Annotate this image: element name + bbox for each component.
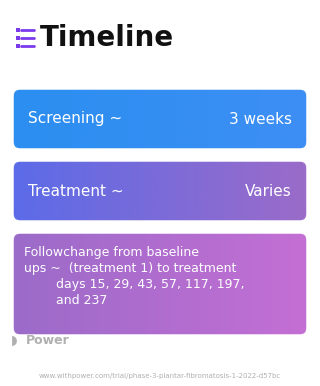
- Text: and 237: and 237: [24, 294, 108, 307]
- Text: ups ~  (treatment 1) to treatment: ups ~ (treatment 1) to treatment: [24, 262, 236, 275]
- Text: 3 weeks: 3 weeks: [229, 112, 292, 127]
- Bar: [16, 44, 20, 48]
- Text: Timeline: Timeline: [40, 24, 174, 52]
- Bar: [16, 28, 20, 32]
- Text: Screening ~: Screening ~: [28, 112, 122, 127]
- Text: Varies: Varies: [245, 183, 292, 198]
- Bar: [16, 36, 20, 40]
- Text: ◗: ◗: [11, 334, 17, 347]
- Text: www.withpower.com/trial/phase-3-plantar-fibromatosis-1-2022-d57bc: www.withpower.com/trial/phase-3-plantar-…: [39, 373, 281, 379]
- Text: Power: Power: [26, 334, 70, 347]
- Text: Treatment ~: Treatment ~: [28, 183, 124, 198]
- Text: Followchange from baseline: Followchange from baseline: [24, 246, 199, 259]
- Text: days 15, 29, 43, 57, 117, 197,: days 15, 29, 43, 57, 117, 197,: [24, 278, 244, 291]
